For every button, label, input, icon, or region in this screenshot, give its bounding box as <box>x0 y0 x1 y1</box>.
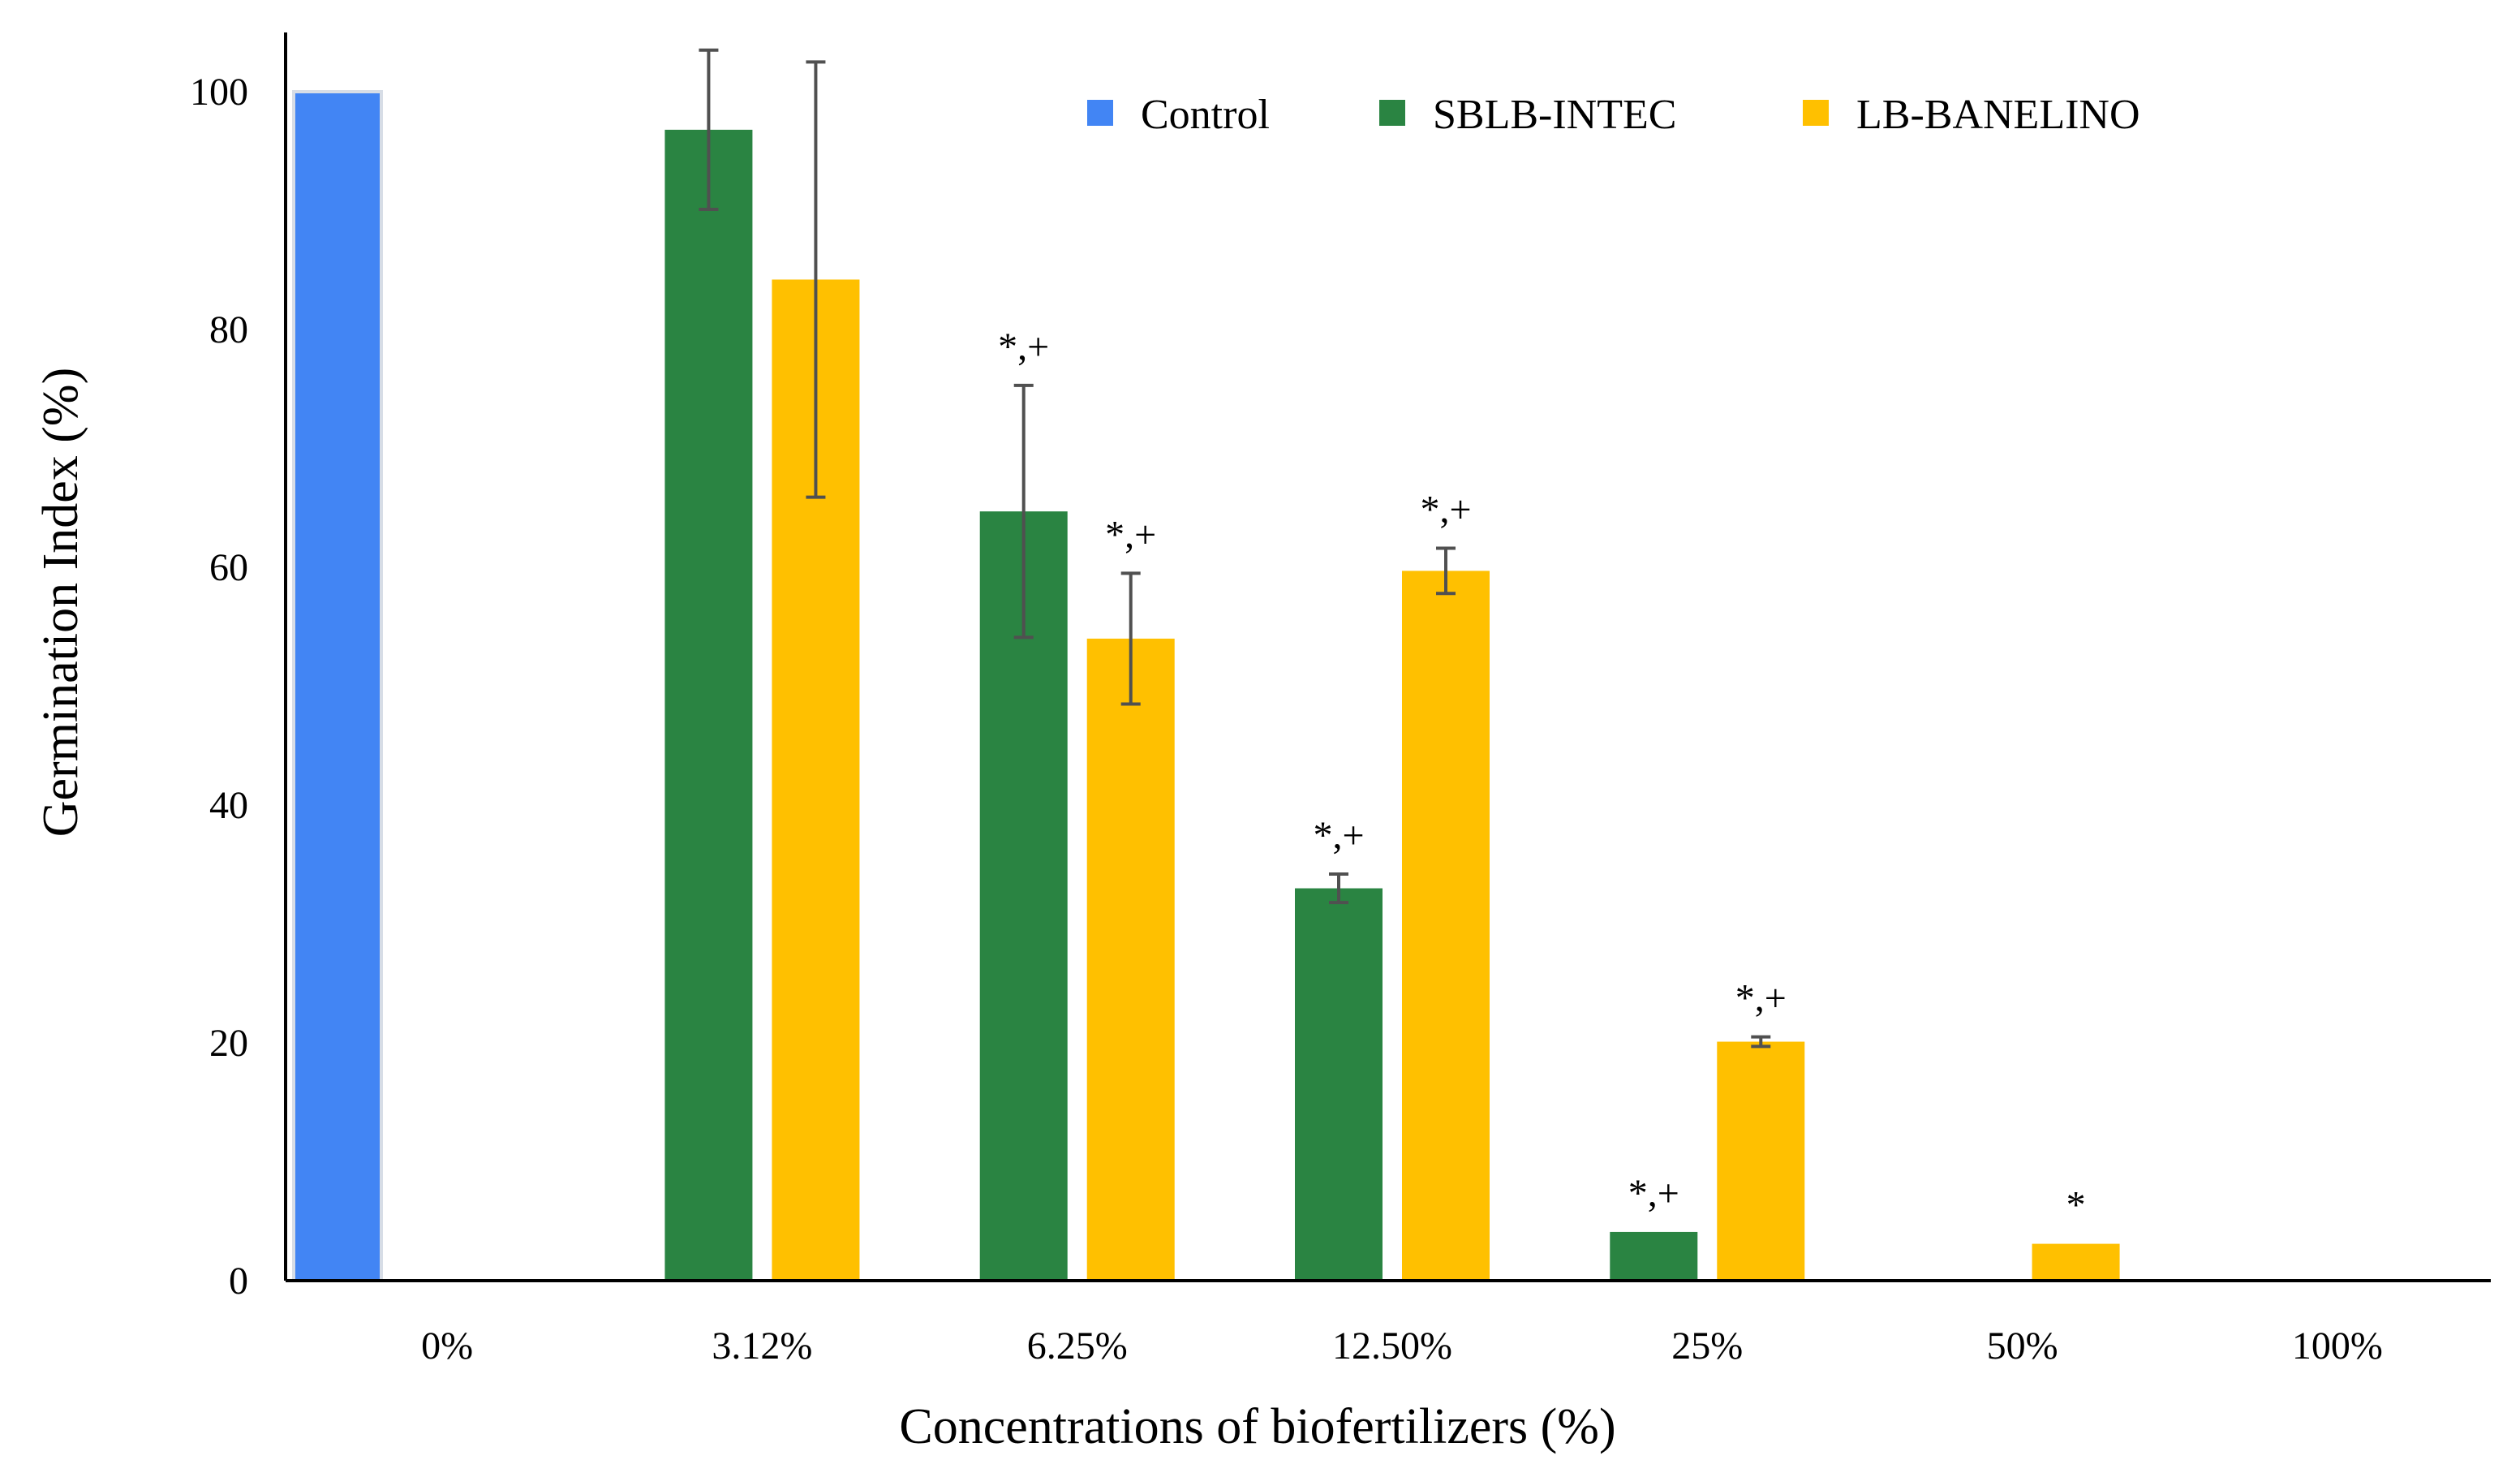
y-tick-label: 40 <box>209 784 248 827</box>
x-tick-label: 3.12% <box>712 1324 812 1367</box>
bar-sblb-intec-3 <box>1295 888 1383 1281</box>
x-tick-label: 50% <box>1987 1324 2058 1367</box>
significance-mark-1-4: *,+ <box>1628 1172 1679 1215</box>
legend: Control SBLB-INTEC LB-BANELINO <box>1087 92 2140 138</box>
bar-lb-banelino-4 <box>1717 1041 1805 1281</box>
significance-mark-2-3: *,+ <box>1420 489 1471 532</box>
axes-layer <box>284 32 2491 1282</box>
legend-swatch-sblb-intec <box>1379 100 1405 126</box>
legend-swatch-lb-banelino <box>1803 100 1829 126</box>
y-tick-labels: 0 20 40 60 80 100 <box>190 71 248 1303</box>
significance-mark-1-3: *,+ <box>1313 814 1364 857</box>
significance-layer: *,+ *,+ *,+ *,+ *,+ *,+ * <box>998 325 2085 1227</box>
significance-mark-2-4: *,+ <box>1735 977 1787 1020</box>
bars-layer <box>292 90 2120 1282</box>
x-tick-labels: 0% 3.12% 6.25% 12.50% 25% 50% 100% <box>421 1324 2383 1367</box>
x-tick-label: 6.25% <box>1027 1324 1128 1367</box>
bar-sblb-intec-1 <box>664 129 753 1281</box>
y-tick-label: 100 <box>190 71 248 114</box>
significance-mark-2-2: *,+ <box>1105 513 1156 556</box>
legend-swatch-control <box>1087 100 1113 126</box>
bar-lb-banelino-3 <box>1402 571 1490 1281</box>
y-tick-label: 80 <box>209 308 248 351</box>
y-tick-label: 60 <box>209 546 248 589</box>
x-tick-label: 25% <box>1671 1324 1743 1367</box>
x-tick-label: 100% <box>2292 1324 2383 1367</box>
legend-label-control: Control <box>1141 92 1270 138</box>
significance-mark-1-2: *,+ <box>998 325 1049 368</box>
bar-sblb-intec-2 <box>979 511 1068 1281</box>
legend-label-lb-banelino: LB-BANELINO <box>1856 92 2140 138</box>
x-tick-label: 0% <box>421 1324 473 1367</box>
y-tick-label: 0 <box>229 1260 248 1303</box>
error-bars-layer <box>699 48 1771 1049</box>
x-axis-label: Concentrations of biofertilizers (%) <box>899 1399 1615 1454</box>
y-axis-label: Germination Index (%) <box>33 368 88 837</box>
bar-control-0 <box>292 90 383 1282</box>
bar-sblb-intec-4 <box>1610 1231 1698 1281</box>
significance-mark-2-5: * <box>2066 1184 2086 1227</box>
x-tick-label: 12.50% <box>1332 1324 1452 1367</box>
y-tick-label: 20 <box>209 1022 248 1065</box>
bar-lb-banelino-2 <box>1086 638 1175 1281</box>
legend-label-sblb-intec: SBLB-INTEC <box>1433 92 1676 138</box>
bar-lb-banelino-5 <box>2032 1243 2120 1281</box>
